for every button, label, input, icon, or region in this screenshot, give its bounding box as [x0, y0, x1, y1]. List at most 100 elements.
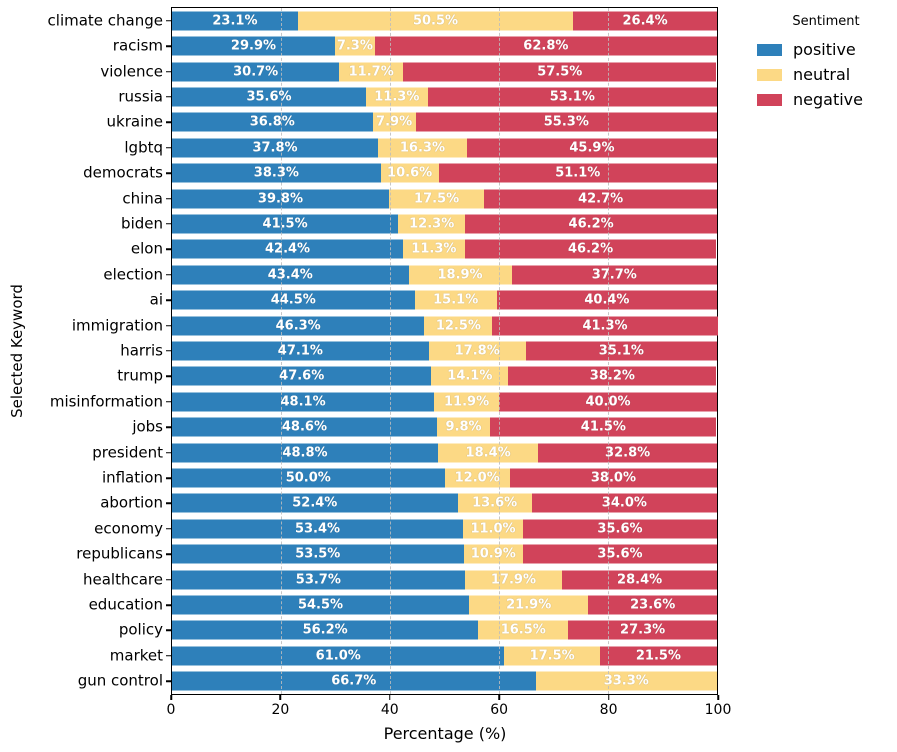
category-label: healthcare	[83, 570, 163, 589]
bar-segment-negative	[464, 239, 717, 259]
value-label: 62.8%	[523, 38, 569, 54]
value-label: 48.1%	[280, 394, 326, 410]
value-label: 28.4%	[617, 572, 663, 588]
bar-segment-neutral	[366, 87, 428, 107]
value-label: 50.0%	[285, 470, 331, 486]
value-label: 17.5%	[529, 648, 575, 664]
value-label: 12.5%	[435, 318, 481, 334]
value-label: 34.0%	[601, 495, 647, 511]
x-tick-mark	[170, 695, 172, 700]
category-label: harris	[120, 341, 163, 360]
x-tick-label: 80	[599, 702, 618, 718]
bar-segment-negative	[588, 595, 717, 615]
bar-segment-neutral	[431, 366, 509, 386]
category-label: lgbtq	[124, 138, 163, 157]
y-tick-mark	[166, 578, 171, 581]
value-label: 35.6%	[597, 521, 643, 537]
bar-segment-positive	[172, 112, 373, 132]
legend-swatch-negative	[757, 93, 782, 106]
value-label: 37.7%	[591, 267, 637, 283]
y-tick-mark	[166, 426, 171, 428]
bar-segment-positive	[172, 366, 432, 386]
value-label: 41.5%	[580, 419, 626, 435]
bar-segment-negative	[525, 341, 717, 361]
bar-row: violence 30.7% 11.7% 57.5%	[100, 59, 717, 84]
bar-segment-negative	[599, 646, 717, 666]
value-label: 38.0%	[590, 470, 636, 486]
bar-segment-neutral	[398, 214, 466, 234]
bar-segment-negative	[522, 519, 717, 539]
value-label: 47.1%	[277, 343, 323, 359]
bar-segment-neutral	[388, 189, 485, 209]
bar-segment-positive	[172, 671, 536, 691]
value-label: 40.4%	[584, 292, 630, 308]
value-label: 35.6%	[246, 89, 292, 105]
value-label: 45.9%	[569, 140, 615, 156]
bar-segment-neutral	[424, 316, 493, 336]
value-label: 55.3%	[543, 114, 589, 130]
y-tick-mark	[166, 299, 171, 301]
y-tick-mark	[166, 96, 171, 98]
bar-row: biden 41.5% 12.3% 46.2%	[121, 211, 717, 236]
bar-segment-neutral	[444, 468, 510, 488]
bar-row: policy 56.2% 16.5% 27.3%	[119, 618, 717, 643]
bar-segment-negative	[522, 544, 717, 564]
bar-segment-neutral	[504, 646, 600, 666]
value-label: 7.9%	[376, 114, 413, 130]
bar-segment-neutral	[380, 163, 439, 183]
value-label: 37.8%	[252, 140, 298, 156]
value-label: 18.4%	[465, 445, 511, 461]
bar-row: immigration 46.3% 12.5% 41.3%	[72, 313, 718, 338]
value-label: 51.1%	[555, 165, 601, 181]
bar-segment-negative	[568, 620, 717, 640]
legend-title: Sentiment	[792, 14, 860, 29]
category-label: education	[88, 595, 163, 614]
category-label: abortion	[100, 493, 163, 512]
bar-segment-neutral	[535, 671, 717, 691]
bar-segment-neutral	[297, 11, 574, 31]
value-label: 41.5%	[262, 216, 308, 232]
value-label: 66.7%	[331, 673, 377, 689]
value-label: 39.8%	[257, 191, 304, 207]
bar-segment-negative	[374, 36, 717, 56]
value-label: 35.1%	[598, 343, 644, 359]
legend-swatch-positive	[757, 43, 782, 56]
bar-segment-negative	[465, 214, 717, 234]
category-label: market	[109, 646, 163, 665]
bar-segment-positive	[172, 646, 505, 666]
value-label: 14.1%	[447, 368, 493, 384]
bar-row: elon 42.4% 11.3% 46.2%	[131, 237, 717, 262]
bar-row: education 54.5% 21.9% 23.6%	[89, 592, 717, 617]
bar-segment-neutral	[334, 36, 375, 56]
bar-segment-neutral	[339, 62, 404, 82]
value-label: 53.7%	[295, 572, 341, 588]
value-label: 11.9%	[444, 394, 490, 410]
value-label: 12.3%	[409, 216, 455, 232]
bar-segment-neutral	[434, 392, 499, 412]
legend-entry-negative: negative	[757, 87, 895, 112]
bar-segment-negative	[508, 366, 717, 386]
value-label: 17.5%	[414, 191, 460, 207]
value-label: 38.3%	[253, 165, 299, 181]
category-label: jobs	[132, 417, 163, 436]
category-label: ai	[149, 290, 163, 309]
value-label: 16.5%	[500, 622, 546, 638]
bar-segment-positive	[172, 290, 415, 310]
y-tick-mark	[166, 553, 171, 555]
value-label: 17.8%	[454, 343, 500, 359]
legend-swatch-neutral	[757, 68, 782, 81]
y-tick-mark	[166, 604, 171, 606]
value-label: 52.4%	[292, 495, 338, 511]
bar-segment-positive	[172, 620, 479, 640]
legend-entry-positive: positive	[757, 37, 895, 62]
bar-segment-neutral	[414, 290, 497, 310]
value-label: 16.3%	[399, 140, 445, 156]
value-label: 11.0%	[470, 521, 516, 537]
bar-row: republicans 53.5% 10.9% 35.6%	[76, 542, 717, 567]
bar-segment-positive	[172, 341, 429, 361]
value-label: 12.0%	[454, 470, 500, 486]
value-label: 33.3%	[603, 673, 649, 689]
bar-segment-neutral	[436, 417, 491, 437]
bar-segment-neutral	[463, 544, 523, 564]
